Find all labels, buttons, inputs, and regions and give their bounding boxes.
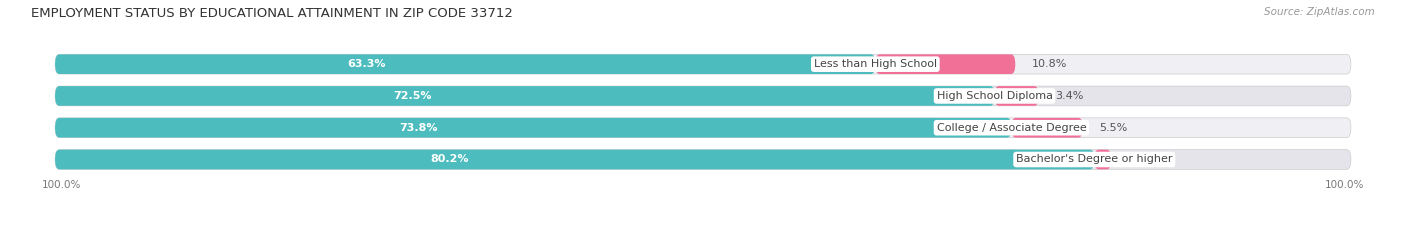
Text: 100.0%: 100.0%: [42, 180, 82, 190]
Text: 3.4%: 3.4%: [1054, 91, 1083, 101]
FancyBboxPatch shape: [55, 54, 1351, 74]
Text: 1.3%: 1.3%: [1128, 154, 1156, 164]
FancyBboxPatch shape: [55, 150, 1351, 169]
Text: 100.0%: 100.0%: [1324, 180, 1364, 190]
FancyBboxPatch shape: [994, 86, 1039, 106]
Text: Less than High School: Less than High School: [814, 59, 936, 69]
FancyBboxPatch shape: [55, 118, 1011, 137]
Text: 73.8%: 73.8%: [399, 123, 437, 133]
Text: 5.5%: 5.5%: [1099, 123, 1128, 133]
Text: College / Associate Degree: College / Associate Degree: [936, 123, 1087, 133]
FancyBboxPatch shape: [1094, 150, 1111, 169]
Text: 80.2%: 80.2%: [430, 154, 470, 164]
Text: 72.5%: 72.5%: [392, 91, 432, 101]
Text: Bachelor's Degree or higher: Bachelor's Degree or higher: [1017, 154, 1173, 164]
FancyBboxPatch shape: [55, 86, 1351, 106]
FancyBboxPatch shape: [876, 54, 1015, 74]
FancyBboxPatch shape: [1011, 118, 1083, 137]
FancyBboxPatch shape: [55, 86, 994, 106]
Text: 63.3%: 63.3%: [347, 59, 387, 69]
Text: 10.8%: 10.8%: [1032, 59, 1067, 69]
Text: Source: ZipAtlas.com: Source: ZipAtlas.com: [1264, 7, 1375, 17]
Text: EMPLOYMENT STATUS BY EDUCATIONAL ATTAINMENT IN ZIP CODE 33712: EMPLOYMENT STATUS BY EDUCATIONAL ATTAINM…: [31, 7, 513, 20]
Text: High School Diploma: High School Diploma: [936, 91, 1053, 101]
FancyBboxPatch shape: [55, 54, 876, 74]
FancyBboxPatch shape: [55, 118, 1351, 137]
FancyBboxPatch shape: [55, 150, 1094, 169]
